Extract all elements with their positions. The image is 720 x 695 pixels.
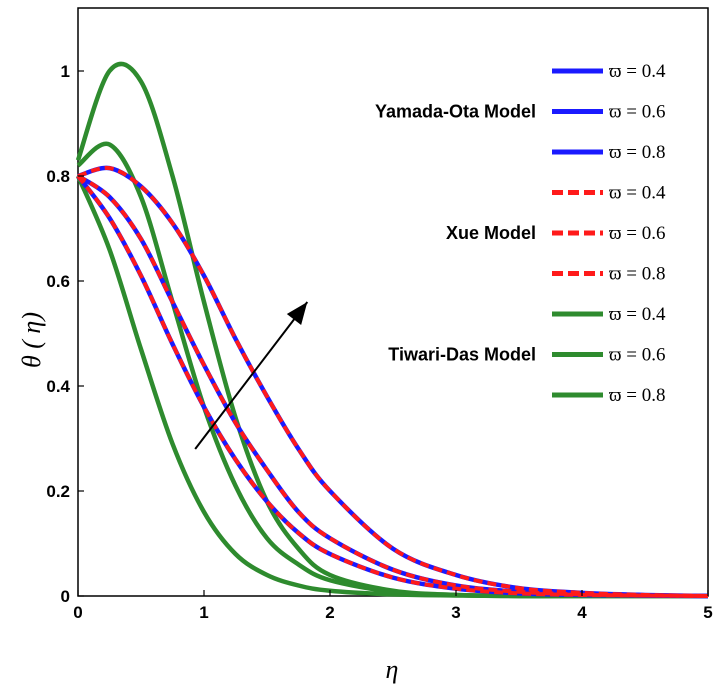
legend-group-label: Yamada-Ota Model (375, 102, 536, 122)
y-tick-label: 0 (61, 587, 70, 606)
series-line-xue-model-0-8 (77, 165, 709, 598)
series-line-xue-model-0-6 (76, 174, 709, 598)
ticks: 0 1 2 3 4 5 0 0.2 0.4 0.6 0.8 1 (46, 62, 712, 622)
legend-label: ϖ = 0.6 (609, 102, 665, 123)
y-tick-label: 1 (61, 62, 70, 81)
y-tick-label: 0.4 (46, 377, 70, 396)
trend-arrow-head (286, 302, 308, 325)
y-tick-label: 0.6 (46, 272, 70, 291)
legend-label: ϖ = 0.8 (609, 385, 665, 406)
x-tick-label: 1 (199, 603, 208, 622)
legend-label: ϖ = 0.6 (609, 223, 665, 244)
x-tick-label: 2 (325, 603, 334, 622)
series-line-xue-model-0-4 (76, 174, 709, 598)
y-axis-title: θ ( η) (17, 312, 46, 368)
trend-arrow (194, 301, 309, 450)
y-tick-label: 0.8 (46, 167, 70, 186)
x-tick-label: 3 (451, 603, 460, 622)
legend-label: ϖ = 0.4 (609, 304, 666, 325)
legend-label: ϖ = 0.4 (609, 61, 666, 82)
x-tick-label: 4 (577, 603, 587, 622)
x-tick-label: 5 (703, 603, 712, 622)
series-line-tiwari-das-model-0-6 (76, 141, 708, 599)
legend: ϖ = 0.4 ϖ = 0.6 ϖ = 0.8 ϖ = 0.4 ϖ = 0.6 ϖ = 0… (375, 61, 666, 406)
y-tick-label: 0.2 (46, 482, 70, 501)
legend-label: ϖ = 0.6 (609, 345, 665, 366)
series-layer (75, 61, 709, 599)
legend-label: ϖ = 0.8 (609, 142, 665, 163)
legend-label: ϖ = 0.4 (609, 183, 666, 204)
legend-label: ϖ = 0.8 (609, 264, 665, 285)
x-axis-title: η (386, 655, 399, 684)
legend-group-label: Xue Model (446, 223, 536, 243)
trend-arrow-line (194, 301, 309, 450)
x-tick-label: 0 (73, 603, 82, 622)
legend-group-label: Tiwari-Das Model (388, 345, 536, 365)
